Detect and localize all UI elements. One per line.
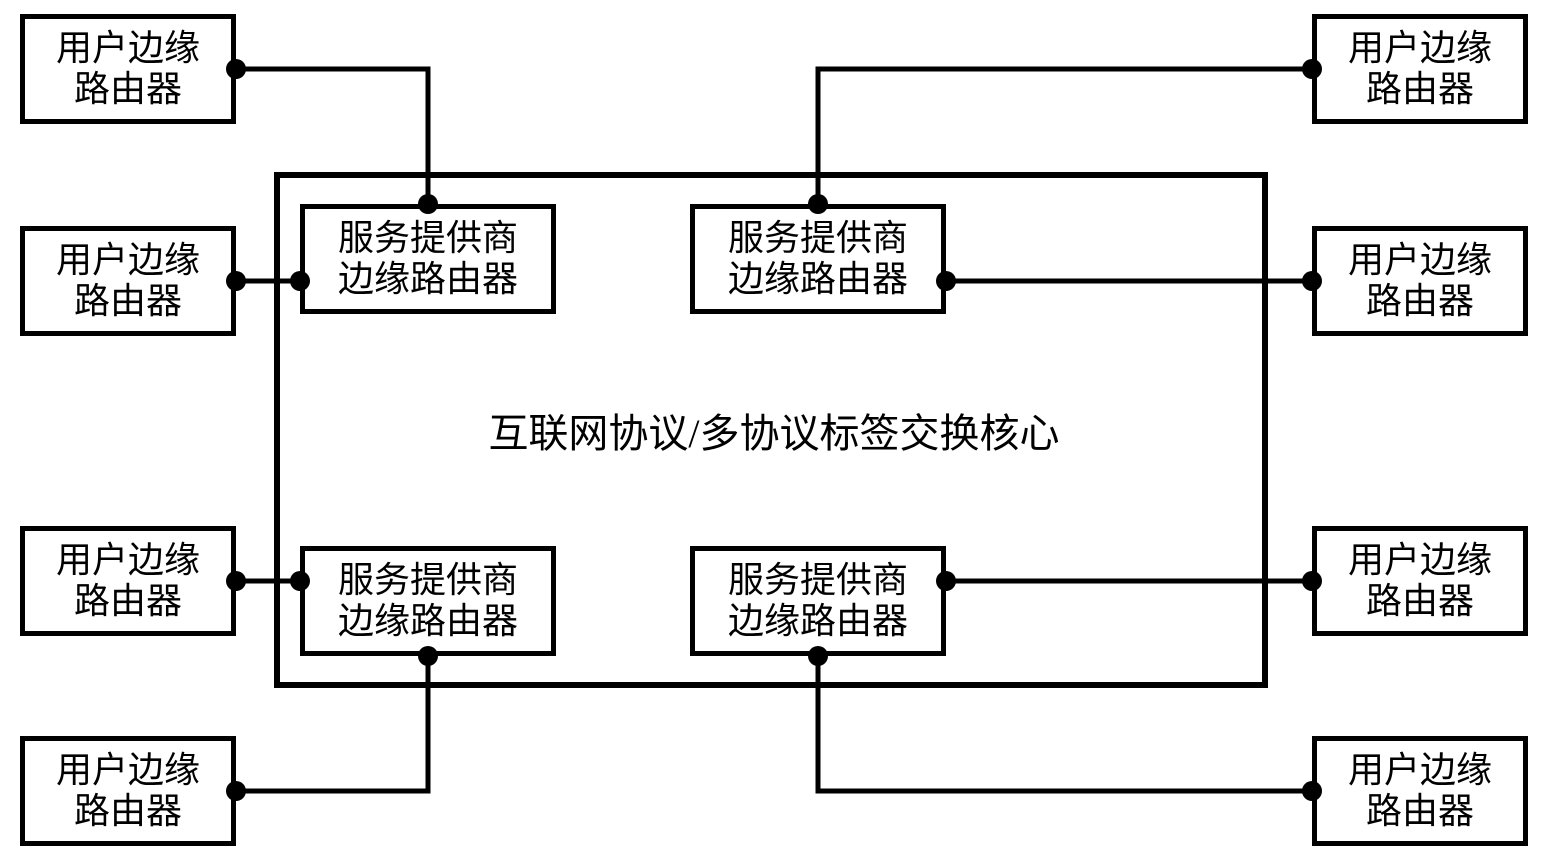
pe-router-bottom-left: 服务提供商 边缘路由器 xyxy=(300,546,556,656)
ce-router-4: 用户边缘 路由器 xyxy=(20,736,236,846)
pe-label: 服务提供商 边缘路由器 xyxy=(338,560,518,643)
pe-label: 服务提供商 边缘路由器 xyxy=(728,560,908,643)
ce-router-6: 用户边缘 路由器 xyxy=(1312,226,1528,336)
ce-label: 用户边缘 路由器 xyxy=(1348,750,1492,833)
pe-router-top-right: 服务提供商 边缘路由器 xyxy=(690,204,946,314)
ce-label: 用户边缘 路由器 xyxy=(56,240,200,323)
ce-router-8: 用户边缘 路由器 xyxy=(1312,736,1528,846)
pe-label: 服务提供商 边缘路由器 xyxy=(338,218,518,301)
ce-router-2: 用户边缘 路由器 xyxy=(20,226,236,336)
ce-router-7: 用户边缘 路由器 xyxy=(1312,526,1528,636)
pe-label: 服务提供商 边缘路由器 xyxy=(728,218,908,301)
ce-router-3: 用户边缘 路由器 xyxy=(20,526,236,636)
ce-label: 用户边缘 路由器 xyxy=(56,540,200,623)
ce-router-5: 用户边缘 路由器 xyxy=(1312,14,1528,124)
ce-label: 用户边缘 路由器 xyxy=(1348,28,1492,111)
ce-router-1: 用户边缘 路由器 xyxy=(20,14,236,124)
ce-label: 用户边缘 路由器 xyxy=(1348,240,1492,323)
ce-label: 用户边缘 路由器 xyxy=(56,750,200,833)
core-label: 互联网协议/多协议标签交换核心 xyxy=(488,401,1059,459)
pe-router-bottom-right: 服务提供商 边缘路由器 xyxy=(690,546,946,656)
ce-label: 用户边缘 路由器 xyxy=(56,28,200,111)
diagram-stage: 互联网协议/多协议标签交换核心 服务提供商 边缘路由器 服务提供商 边缘路由器 … xyxy=(0,0,1553,860)
pe-router-top-left: 服务提供商 边缘路由器 xyxy=(300,204,556,314)
ce-label: 用户边缘 路由器 xyxy=(1348,540,1492,623)
